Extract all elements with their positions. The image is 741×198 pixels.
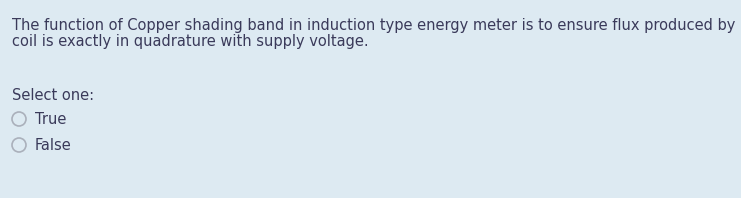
Text: True: True	[35, 111, 67, 127]
Text: The function of Copper shading band in induction type energy meter is to ensure : The function of Copper shading band in i…	[12, 18, 741, 33]
Text: False: False	[35, 137, 72, 152]
Text: coil is exactly in quadrature with supply voltage.: coil is exactly in quadrature with suppl…	[12, 34, 368, 49]
Text: Select one:: Select one:	[12, 88, 94, 103]
